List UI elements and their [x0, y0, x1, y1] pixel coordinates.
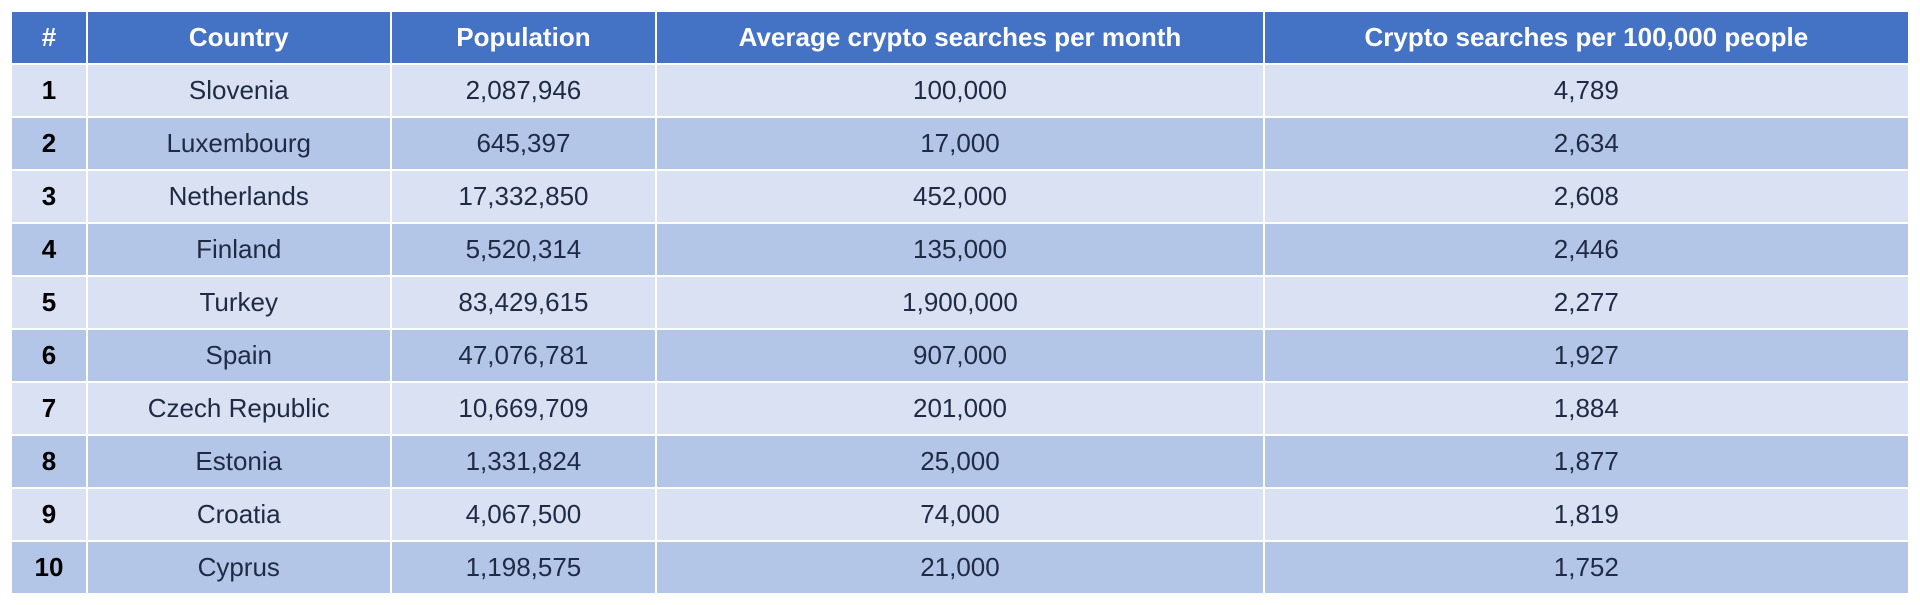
cell-rank: 2 [11, 117, 87, 170]
table-row: 3Netherlands17,332,850452,0002,608 [11, 170, 1909, 223]
cell-per_100k: 2,277 [1264, 276, 1909, 329]
table-row: 4Finland5,520,314135,0002,446 [11, 223, 1909, 276]
cell-avg_searches: 452,000 [656, 170, 1263, 223]
cell-rank: 4 [11, 223, 87, 276]
cell-population: 5,520,314 [391, 223, 657, 276]
cell-avg_searches: 74,000 [656, 488, 1263, 541]
cell-population: 2,087,946 [391, 64, 657, 117]
cell-country: Finland [87, 223, 391, 276]
table-header: #CountryPopulationAverage crypto searche… [11, 11, 1909, 64]
cell-rank: 5 [11, 276, 87, 329]
cell-rank: 7 [11, 382, 87, 435]
cell-rank: 1 [11, 64, 87, 117]
table-row: 10Cyprus1,198,57521,0001,752 [11, 541, 1909, 594]
cell-avg_searches: 135,000 [656, 223, 1263, 276]
table-row: 5Turkey83,429,6151,900,0002,277 [11, 276, 1909, 329]
table-header-row: #CountryPopulationAverage crypto searche… [11, 11, 1909, 64]
cell-per_100k: 2,446 [1264, 223, 1909, 276]
cell-population: 1,198,575 [391, 541, 657, 594]
cell-rank: 10 [11, 541, 87, 594]
cell-per_100k: 1,752 [1264, 541, 1909, 594]
cell-country: Turkey [87, 276, 391, 329]
cell-country: Croatia [87, 488, 391, 541]
table-row: 8Estonia1,331,82425,0001,877 [11, 435, 1909, 488]
cell-per_100k: 1,877 [1264, 435, 1909, 488]
table-row: 9Croatia4,067,50074,0001,819 [11, 488, 1909, 541]
cell-avg_searches: 1,900,000 [656, 276, 1263, 329]
cell-rank: 3 [11, 170, 87, 223]
cell-population: 17,332,850 [391, 170, 657, 223]
cell-population: 4,067,500 [391, 488, 657, 541]
cell-avg_searches: 25,000 [656, 435, 1263, 488]
cell-avg_searches: 100,000 [656, 64, 1263, 117]
cell-country: Slovenia [87, 64, 391, 117]
cell-per_100k: 1,884 [1264, 382, 1909, 435]
table-body: 1Slovenia2,087,946100,0004,7892Luxembour… [11, 64, 1909, 594]
cell-country: Cyprus [87, 541, 391, 594]
cell-per_100k: 1,927 [1264, 329, 1909, 382]
cell-country: Spain [87, 329, 391, 382]
cell-rank: 9 [11, 488, 87, 541]
cell-population: 83,429,615 [391, 276, 657, 329]
cell-country: Luxembourg [87, 117, 391, 170]
cell-country: Estonia [87, 435, 391, 488]
cell-per_100k: 2,634 [1264, 117, 1909, 170]
cell-per_100k: 1,819 [1264, 488, 1909, 541]
cell-per_100k: 2,608 [1264, 170, 1909, 223]
col-header-per_100k: Crypto searches per 100,000 people [1264, 11, 1909, 64]
cell-population: 645,397 [391, 117, 657, 170]
col-header-rank: # [11, 11, 87, 64]
col-header-population: Population [391, 11, 657, 64]
cell-population: 47,076,781 [391, 329, 657, 382]
cell-per_100k: 4,789 [1264, 64, 1909, 117]
cell-country: Netherlands [87, 170, 391, 223]
cell-population: 10,669,709 [391, 382, 657, 435]
cell-population: 1,331,824 [391, 435, 657, 488]
cell-avg_searches: 201,000 [656, 382, 1263, 435]
table-row: 6Spain47,076,781907,0001,927 [11, 329, 1909, 382]
col-header-country: Country [87, 11, 391, 64]
cell-avg_searches: 17,000 [656, 117, 1263, 170]
crypto-searches-table: #CountryPopulationAverage crypto searche… [10, 10, 1910, 595]
table-row: 1Slovenia2,087,946100,0004,789 [11, 64, 1909, 117]
cell-rank: 6 [11, 329, 87, 382]
table-row: 7Czech Republic10,669,709201,0001,884 [11, 382, 1909, 435]
cell-avg_searches: 21,000 [656, 541, 1263, 594]
cell-country: Czech Republic [87, 382, 391, 435]
cell-avg_searches: 907,000 [656, 329, 1263, 382]
cell-rank: 8 [11, 435, 87, 488]
table-row: 2Luxembourg645,39717,0002,634 [11, 117, 1909, 170]
col-header-avg_searches: Average crypto searches per month [656, 11, 1263, 64]
